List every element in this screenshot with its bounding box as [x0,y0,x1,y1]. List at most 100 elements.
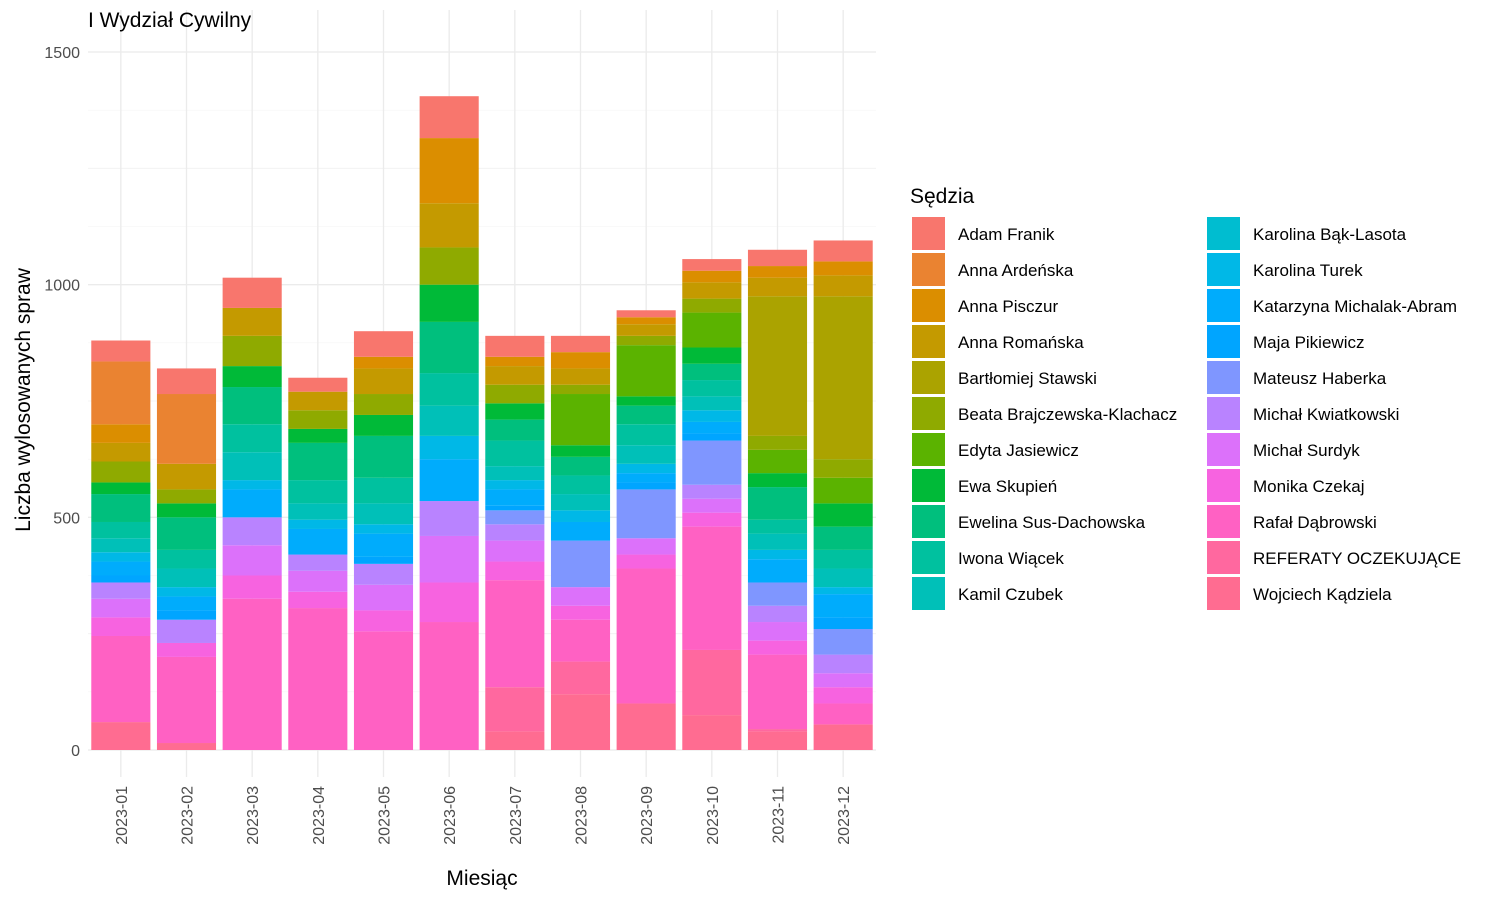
bar-segment [91,482,151,495]
bar-segment [813,673,873,688]
bar-segment [156,503,217,518]
bar-segment [550,368,611,385]
bar-segment [682,440,742,485]
bar-segment [91,424,151,443]
bar-segment [682,498,742,513]
bar-segment [550,521,611,541]
legend-key [912,361,945,394]
bar-segment [156,489,217,504]
bar-segment [813,724,873,750]
x-tick-label: 2023-10 [705,786,722,845]
bar-segment [288,570,348,592]
bar-segment [747,549,808,560]
bar-segment [485,731,545,750]
bar-segment [353,394,414,415]
legend-key [1207,505,1240,538]
bar-segment [616,396,676,406]
x-tick-label: 2023-01 [114,786,131,845]
bar-segment [156,596,217,611]
bar-segment [616,489,676,539]
legend-key [912,469,945,502]
bar-segment [485,687,545,732]
bar-segment [419,459,479,502]
bar-segment [616,703,676,750]
y-tick-label: 1000 [44,278,80,295]
bar-segment [813,617,873,630]
bar-segment [682,312,742,348]
bar-segment [747,277,808,297]
legend-key [1207,253,1240,286]
legend: Sędzia Adam Franik Anna Ardeńska Anna Pisc… [910,185,1461,610]
bar-segment [353,556,414,564]
legend-label: Adam Franik [958,225,1055,244]
bar-segment [353,524,414,534]
legend-key [912,217,945,250]
bar-segment [288,391,348,411]
bar-segment [222,545,282,576]
bar-segment [616,463,676,474]
bar-segment [485,384,545,404]
bar-segment [616,568,676,704]
bar-segment [813,459,873,478]
bar-segment [288,503,348,520]
legend-label: Beata Brajczewska-Klachacz [958,405,1177,424]
x-tick-label: 2023-08 [574,786,591,845]
bar-segment [682,396,742,411]
bar-segment [222,452,282,481]
bar-segment [813,549,873,569]
bar-segment [485,561,545,581]
bar-segment [222,277,282,308]
bar-segment [91,538,151,553]
legend-label: Edyta Jasiewicz [958,441,1079,460]
legend-label: Mateusz Haberka [1253,369,1387,388]
bar-segment [550,494,611,511]
bar-segment [616,554,676,569]
legend-label: Katarzyna Michalak-Abram [1253,297,1457,316]
bar-segment [682,282,742,299]
bar-segment [813,503,873,527]
bar-segment [91,340,151,362]
bar-segment [813,275,873,297]
x-tick-label: 2023-12 [836,786,853,845]
legend-key [1207,217,1240,250]
bar-segment [485,466,545,481]
bar-segment [616,473,676,483]
legend-label: Karolina Turek [1253,261,1363,280]
bar-segment [682,512,742,527]
bar-segment [222,575,282,599]
y-tick-label: 500 [53,510,80,527]
bar-segment [747,731,808,750]
bar-segment [419,435,479,460]
bar-segment [419,284,479,322]
chart-title: I Wydział Cywilny [88,9,252,32]
legend-label: Anna Romańska [958,333,1084,352]
legend-label: Anna Pisczur [958,297,1058,316]
bar-segment [813,594,873,618]
legend-label: Monika Czekaj [1253,477,1365,496]
bar-segment [419,535,479,583]
x-tick-label: 2023-06 [442,786,459,845]
bar-segment [353,631,414,750]
bar-segment [616,324,676,336]
bar-segment [91,494,151,522]
x-tick-label: 2023-11 [771,786,788,844]
bar-segment [485,524,545,541]
bar-segment [550,605,611,620]
bar-segment [485,419,545,441]
bar-segment [485,366,545,385]
bar-segment [222,489,282,518]
bar-segment [747,605,808,623]
bar-segment [419,321,479,374]
bar-segment [682,410,742,422]
legend-key [912,397,945,430]
bar-segment [550,619,611,662]
bar-segment [485,510,545,525]
legend-label: Wojciech Kądziela [1253,585,1392,604]
bar-segment [419,405,479,436]
bar-segment [353,331,414,357]
bar-segment [550,445,611,457]
bar-segment [156,642,217,657]
bar-segment [682,259,742,271]
legend-key [1207,325,1240,358]
bar-segment [156,587,217,597]
